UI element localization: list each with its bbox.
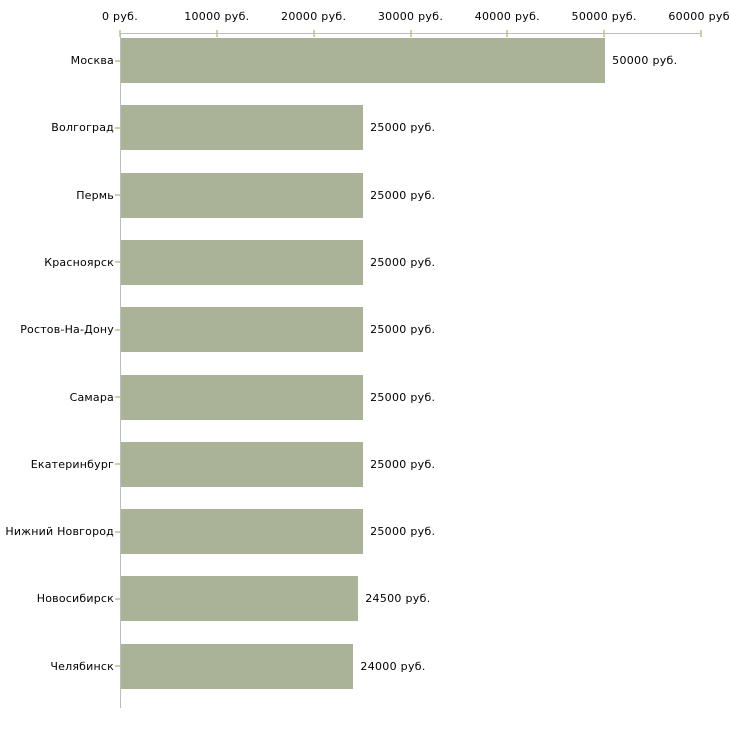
category-tick-mark bbox=[115, 59, 120, 62]
category-label: Новосибирск bbox=[36, 592, 114, 606]
bar bbox=[121, 643, 354, 689]
bar bbox=[121, 374, 364, 420]
category-tick-mark bbox=[115, 126, 120, 129]
bar-value-label: 24000 руб. bbox=[360, 659, 426, 673]
bar-value-label: 50000 руб. bbox=[612, 54, 678, 67]
bar-value-label: 25000 руб. bbox=[370, 457, 436, 471]
bar bbox=[121, 172, 364, 218]
x-axis-tick-label: 0 руб. bbox=[101, 10, 139, 23]
category-tick-mark bbox=[115, 328, 120, 331]
category-tick-mark bbox=[115, 597, 120, 600]
bar bbox=[121, 105, 364, 151]
category-label: Екатеринбург bbox=[30, 457, 114, 471]
bar bbox=[121, 239, 364, 285]
bar-value-label: 25000 руб. bbox=[370, 390, 436, 404]
bar bbox=[121, 509, 364, 555]
category-label: Красноярск bbox=[44, 255, 114, 269]
bar bbox=[121, 307, 364, 353]
x-axis-tick-label: 40000 руб. bbox=[474, 10, 540, 23]
x-axis-line bbox=[120, 33, 701, 34]
category-tick-mark bbox=[115, 194, 120, 197]
category-label: Челябинск bbox=[50, 659, 114, 673]
category-tick-mark bbox=[115, 530, 120, 533]
x-axis-tick-label: 20000 руб. bbox=[281, 10, 347, 23]
bar-value-label: 24500 руб. bbox=[365, 592, 431, 606]
bar bbox=[121, 441, 364, 487]
bar-value-label: 25000 руб. bbox=[370, 323, 436, 337]
x-axis-tick-label: 50000 руб. bbox=[571, 10, 637, 23]
category-tick-mark bbox=[115, 665, 120, 668]
category-label: Волгоград bbox=[51, 121, 114, 135]
x-axis-tick-label: 30000 руб. bbox=[377, 10, 444, 23]
category-label: Москва bbox=[70, 54, 114, 67]
y-axis-line bbox=[120, 33, 121, 708]
category-label: Самара bbox=[69, 390, 114, 404]
bar bbox=[121, 576, 359, 622]
category-tick-mark bbox=[115, 463, 120, 466]
bar bbox=[121, 38, 606, 83]
bar-value-label: 25000 руб. bbox=[370, 121, 436, 135]
bar-value-label: 25000 руб. bbox=[370, 188, 436, 202]
category-label: Ростов-На-Дону bbox=[20, 323, 114, 337]
x-axis-tick-label: 60000 руб. bbox=[668, 10, 730, 23]
bar-value-label: 25000 руб. bbox=[370, 255, 436, 269]
category-tick-mark bbox=[115, 261, 120, 264]
bar-value-label: 25000 руб. bbox=[370, 525, 436, 539]
x-axis-tick-mark bbox=[700, 30, 702, 37]
category-tick-mark bbox=[115, 396, 120, 398]
category-label: Нижний Новгород bbox=[5, 525, 114, 539]
category-label: Пермь bbox=[76, 188, 114, 202]
x-axis-tick-label: 10000 руб. bbox=[184, 10, 250, 23]
